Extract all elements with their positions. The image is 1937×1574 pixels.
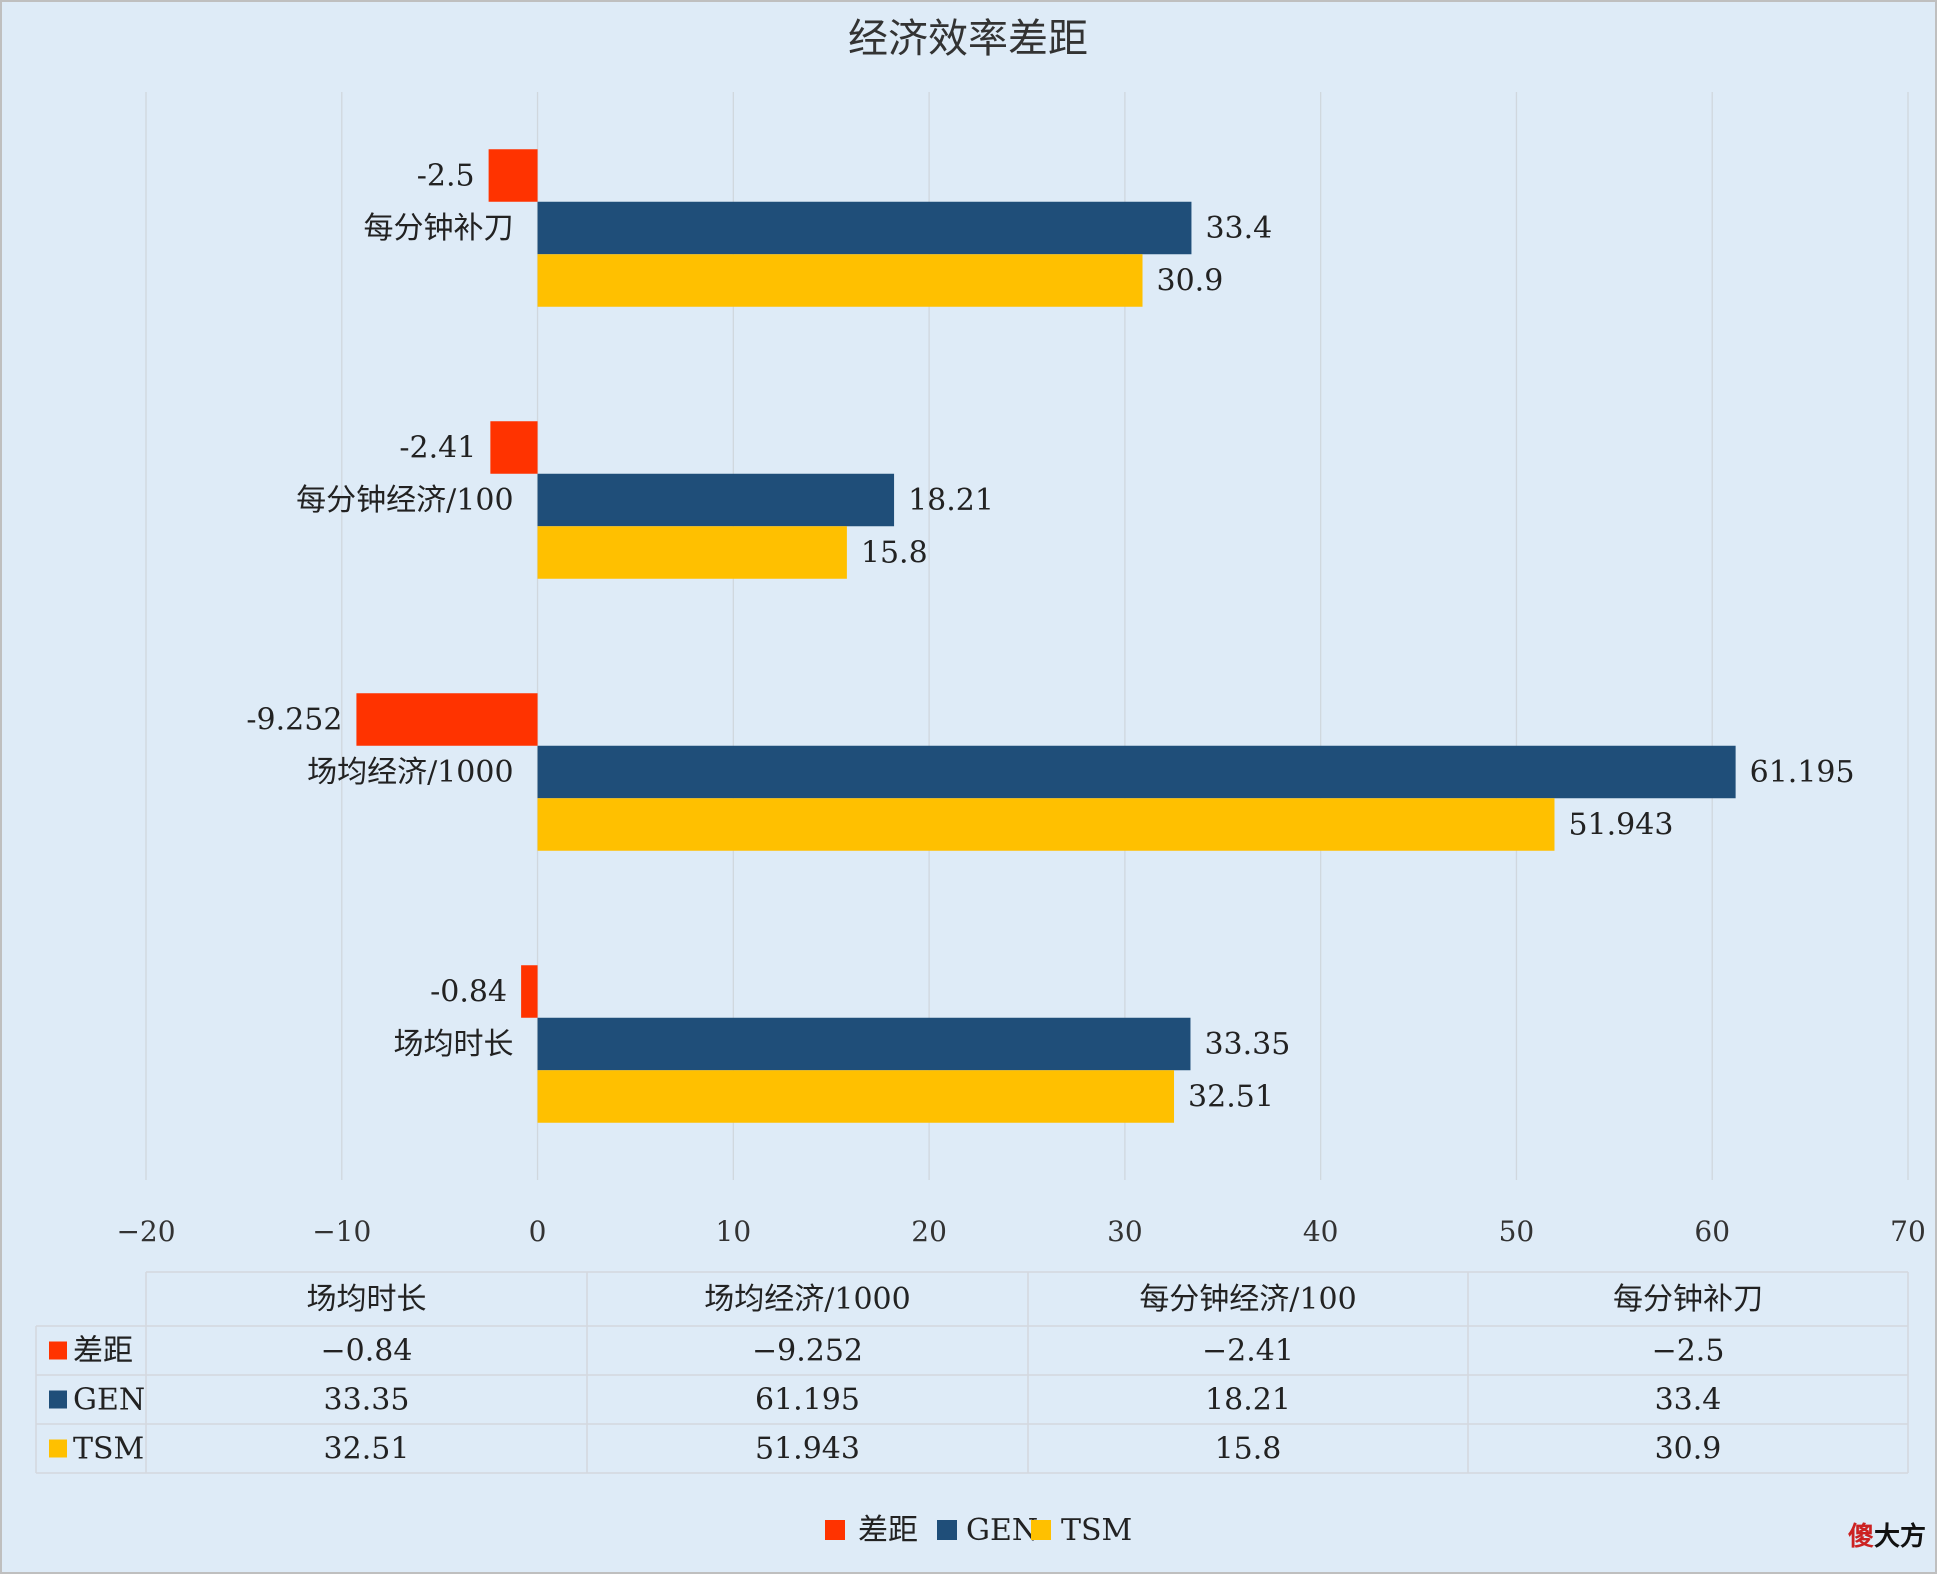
x-tick-label-5: 30 (1107, 1215, 1143, 1248)
data-label-差距-2: -2.41 (399, 431, 476, 466)
bar-差距-3 (488, 149, 538, 202)
table-header-2: 每分钟经济/100 (1139, 1282, 1356, 1317)
table-row-label-2: TSM (73, 1432, 144, 1467)
category-label-2: 每分钟经济/100 (296, 483, 513, 518)
bar-GEN-3 (537, 201, 1192, 255)
bar-差距-0 (521, 965, 538, 1018)
data-label-GEN-3: 33.4 (1205, 211, 1272, 246)
data-label-GEN-0: 33.35 (1204, 1027, 1290, 1062)
table-cell-0-1: −9.252 (752, 1334, 863, 1369)
table-header-0: 场均时长 (307, 1282, 427, 1317)
bar-TSM-0 (537, 1070, 1175, 1123)
grid-layer (145, 92, 1909, 1180)
legend-label-1: GEN (966, 1513, 1038, 1548)
bar-GEN-2 (537, 473, 895, 527)
table-cell-1-2: 18.21 (1205, 1383, 1291, 1418)
x-tick-label-9: 70 (1890, 1215, 1926, 1248)
table-cell-1-0: 33.35 (324, 1383, 410, 1418)
watermark-char-1: 傻 (1848, 1522, 1874, 1552)
table-cell-2-1: 51.943 (755, 1432, 860, 1467)
category-label-3: 每分钟补刀 (364, 211, 514, 246)
data-label-GEN-1: 61.195 (1750, 755, 1855, 790)
table-legend-key-1 (49, 1390, 67, 1409)
table-row-label-0: 差距 (73, 1334, 133, 1369)
legend: 差距 GEN TSM (825, 1513, 1132, 1548)
category-label-1: 场均经济/1000 (307, 755, 513, 790)
x-tick-label-8: 60 (1694, 1215, 1730, 1248)
x-axis: −20 −10 0 10 20 30 40 50 60 70 (116, 1215, 1925, 1248)
table-cell-2-3: 30.9 (1655, 1432, 1722, 1467)
table-cell-0-0: −0.84 (321, 1334, 413, 1369)
bar-TSM-3 (537, 254, 1143, 307)
data-label-TSM-3: 30.9 (1157, 264, 1224, 299)
bar-差距-1 (356, 693, 538, 746)
legend-label-2: TSM (1061, 1513, 1132, 1548)
watermark-chars-2: 大方 (1874, 1521, 1926, 1552)
data-label-差距-3: -2.5 (417, 159, 475, 194)
category-label-0: 场均时长 (394, 1027, 514, 1062)
table-header-3: 每分钟补刀 (1613, 1282, 1763, 1317)
x-tick-label-6: 40 (1303, 1215, 1339, 1248)
data-label-TSM-1: 51.943 (1568, 808, 1673, 843)
chart-title: 经济效率差距 (848, 16, 1088, 62)
data-label-GEN-2: 18.21 (908, 483, 994, 518)
table-cell-1-1: 61.195 (755, 1383, 860, 1418)
table-legend-key-2 (49, 1439, 67, 1458)
table-cell-0-3: −2.5 (1652, 1334, 1725, 1369)
legend-swatch-0 (825, 1520, 845, 1540)
legend-swatch-1 (937, 1520, 957, 1540)
bar-差距-2 (490, 421, 538, 474)
table-legend-key-0 (49, 1341, 67, 1360)
data-label-TSM-2: 15.8 (861, 536, 928, 571)
bar-GEN-1 (537, 745, 1736, 799)
table-cell-0-2: −2.41 (1202, 1334, 1294, 1369)
data-label-差距-0: -0.84 (430, 975, 507, 1010)
table-cell-2-2: 15.8 (1215, 1432, 1282, 1467)
table-header-1: 场均经济/1000 (704, 1282, 910, 1317)
bar-GEN-0 (537, 1017, 1191, 1071)
data-label-TSM-0: 32.51 (1188, 1080, 1274, 1115)
table-cell-2-0: 32.51 (324, 1432, 410, 1467)
x-tick-label-1: −10 (312, 1215, 371, 1248)
bar-TSM-2 (537, 526, 847, 579)
x-tick-label-3: 10 (716, 1215, 752, 1248)
bars-layer (356, 149, 1736, 1123)
legend-swatch-2 (1031, 1520, 1051, 1540)
bar-TSM-1 (537, 798, 1555, 851)
table-row-label-1: GEN (73, 1383, 145, 1418)
x-tick-label-7: 50 (1499, 1215, 1535, 1248)
legend-label-0: 差距 (858, 1513, 918, 1548)
watermark: 傻 大方 (1848, 1521, 1926, 1552)
table-cell-1-3: 33.4 (1655, 1383, 1722, 1418)
x-tick-label-2: 0 (529, 1215, 547, 1248)
data-label-差距-1: -9.252 (246, 703, 342, 738)
x-tick-label-4: 20 (911, 1215, 947, 1248)
labels-layer: -0.84 33.35 32.51 场均时长 -9.252 61.195 51.943 场均经… (246, 159, 1854, 1115)
x-tick-label-0: −20 (116, 1215, 175, 1248)
